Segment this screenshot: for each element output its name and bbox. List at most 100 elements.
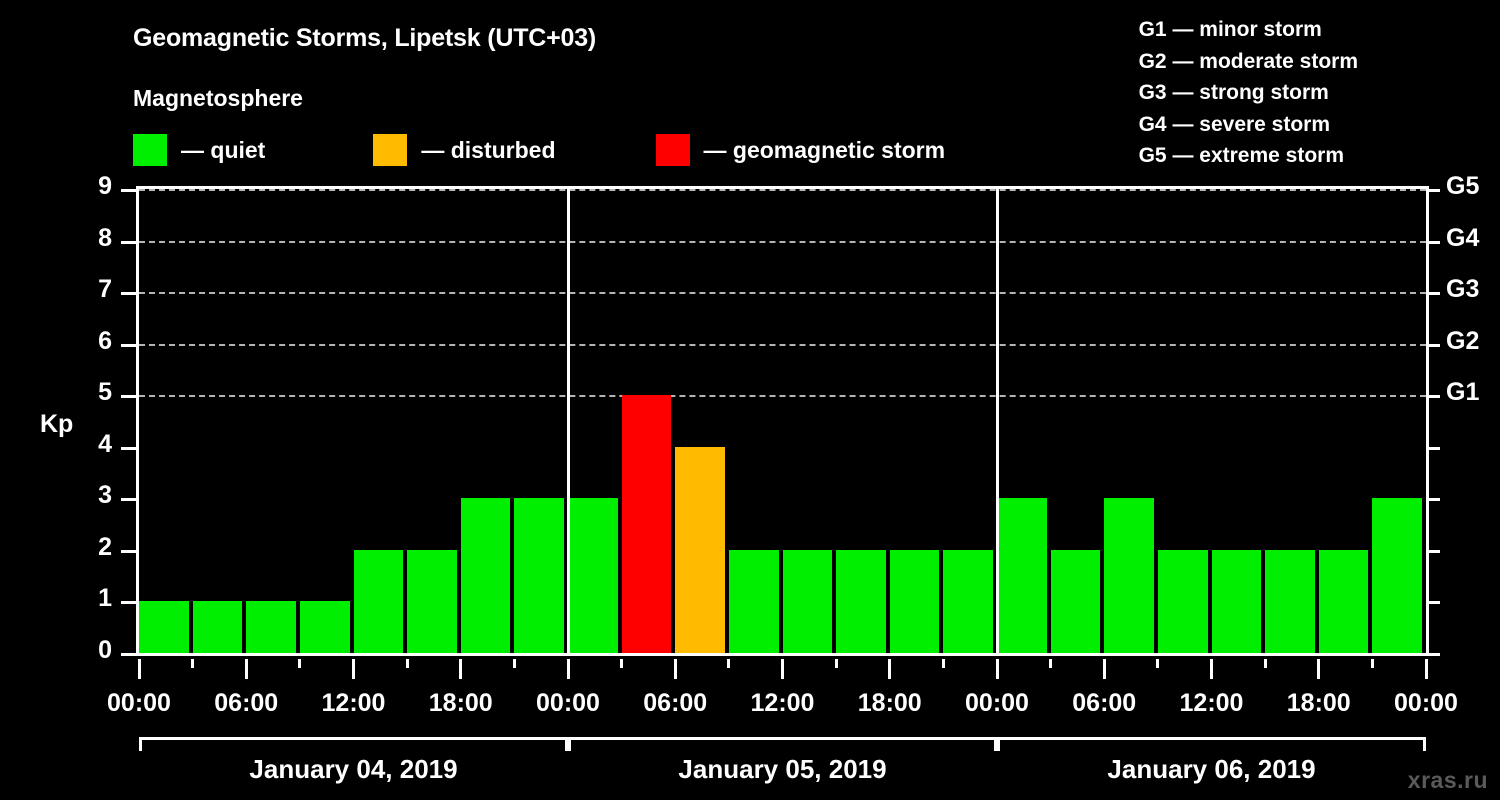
right-tick-mark bbox=[1429, 343, 1440, 347]
y-tick-label: 6 bbox=[98, 326, 112, 355]
x-tick-mark bbox=[137, 659, 141, 679]
bar bbox=[943, 549, 993, 653]
date-label: January 05, 2019 bbox=[678, 754, 887, 784]
x-tick-mark bbox=[566, 659, 570, 679]
g-tick-label: G2 bbox=[1446, 326, 1480, 355]
x-time-label: 00:00 bbox=[107, 689, 171, 717]
page-title: Geomagnetic Storms, Lipetsk (UTC+03) bbox=[133, 24, 597, 52]
x-time-label: 12:00 bbox=[321, 689, 386, 717]
y-tick-mark bbox=[121, 343, 136, 347]
y-tick-label: 7 bbox=[98, 275, 112, 304]
bar bbox=[1104, 498, 1154, 653]
g-scale-row-g4: G4 — severe storm bbox=[1138, 112, 1331, 136]
x-time-label: 06:00 bbox=[1072, 689, 1137, 717]
y-tick-label: 2 bbox=[98, 532, 112, 561]
right-tick-mark bbox=[1429, 653, 1440, 656]
y-tick-mark bbox=[121, 601, 136, 605]
x-time-label: 18:00 bbox=[428, 689, 493, 717]
bar bbox=[246, 601, 296, 653]
x-tick-mark bbox=[995, 659, 999, 679]
x-tick-mark bbox=[1263, 659, 1267, 668]
gridline bbox=[139, 292, 1426, 295]
y-tick-mark bbox=[121, 498, 136, 502]
x-tick-mark bbox=[244, 659, 248, 679]
legend-swatch-quiet bbox=[133, 134, 167, 166]
day-separator bbox=[995, 189, 999, 653]
gridline bbox=[139, 189, 1426, 191]
y-tick-mark bbox=[121, 240, 136, 244]
x-tick-mark bbox=[1210, 659, 1213, 679]
g-scale-row-g3: G3 — strong storm bbox=[1138, 81, 1329, 104]
bar bbox=[1265, 549, 1315, 653]
chart-subtitle: Magnetosphere bbox=[133, 85, 303, 111]
g-scale-row-g5: G5 — extreme storm bbox=[1138, 144, 1345, 167]
plot-inner bbox=[139, 189, 1426, 653]
bar bbox=[889, 549, 940, 653]
date-label: January 06, 2019 bbox=[1107, 754, 1316, 784]
y-tick-label: 5 bbox=[98, 378, 112, 407]
y-axis-title: Kp bbox=[40, 410, 74, 438]
x-time-label: 06:00 bbox=[214, 689, 279, 717]
date-bracket bbox=[997, 737, 1426, 751]
x-time-label: 06:00 bbox=[643, 689, 708, 717]
g-scale-row-g2: G2 — moderate storm bbox=[1138, 49, 1358, 73]
legend-item-quiet: — quiet bbox=[133, 134, 265, 166]
g-tick-label: G5 bbox=[1446, 172, 1480, 200]
x-tick-mark bbox=[459, 659, 463, 679]
right-tick-mark bbox=[1429, 240, 1440, 244]
x-tick-mark bbox=[1156, 659, 1160, 668]
x-tick-mark bbox=[352, 659, 355, 679]
x-tick-mark bbox=[512, 659, 516, 668]
bar bbox=[1157, 549, 1208, 653]
bar bbox=[568, 498, 618, 653]
date-label: January 04, 2019 bbox=[249, 754, 458, 784]
right-tick-mark bbox=[1429, 189, 1440, 192]
right-tick-mark bbox=[1429, 446, 1440, 450]
legend-swatch-disturbed bbox=[373, 134, 408, 166]
plot-area bbox=[136, 186, 1429, 656]
bar bbox=[353, 549, 404, 653]
x-time-label: 18:00 bbox=[1286, 689, 1351, 717]
x-tick-mark bbox=[1370, 659, 1374, 668]
gridline bbox=[139, 343, 1426, 346]
bar bbox=[728, 549, 779, 653]
x-tick-mark bbox=[298, 659, 302, 668]
bar bbox=[997, 498, 1047, 653]
x-tick-mark bbox=[191, 659, 195, 668]
g-tick-label: G4 bbox=[1446, 223, 1480, 252]
y-tick-mark bbox=[121, 189, 136, 192]
bar bbox=[460, 498, 511, 653]
bar bbox=[407, 549, 457, 653]
right-tick-mark bbox=[1429, 549, 1440, 553]
bar bbox=[299, 601, 350, 653]
x-tick-mark bbox=[941, 659, 945, 668]
y-tick-mark bbox=[121, 395, 136, 399]
bar bbox=[675, 446, 725, 653]
y-tick-mark bbox=[121, 292, 136, 296]
x-tick-mark bbox=[405, 659, 409, 668]
right-tick-mark bbox=[1429, 395, 1440, 399]
x-tick-mark bbox=[1317, 659, 1321, 679]
y-tick-label: 8 bbox=[98, 223, 112, 252]
bar bbox=[836, 549, 886, 653]
date-bracket bbox=[568, 737, 997, 751]
x-tick-mark bbox=[888, 659, 892, 679]
color-legend: — quiet — disturbed — geomagnetic storm bbox=[133, 133, 945, 167]
g-tick-label: G3 bbox=[1446, 275, 1480, 304]
bar bbox=[1318, 549, 1369, 653]
x-time-label: 12:00 bbox=[1179, 689, 1244, 717]
x-time-label: 00:00 bbox=[536, 689, 600, 717]
day-separator bbox=[566, 189, 570, 653]
legend-item-storm: — geomagnetic storm bbox=[655, 134, 945, 166]
x-tick-mark bbox=[727, 659, 731, 668]
bar bbox=[1372, 498, 1422, 653]
legend-label-disturbed: — disturbed bbox=[421, 136, 556, 163]
g-tick-label: G1 bbox=[1446, 378, 1480, 407]
right-tick-mark bbox=[1429, 498, 1440, 502]
date-bracket bbox=[139, 737, 568, 751]
watermark: xras.ru bbox=[1407, 767, 1488, 793]
legend-swatch-storm bbox=[655, 134, 690, 166]
bar bbox=[1211, 549, 1262, 653]
bar bbox=[139, 601, 189, 653]
